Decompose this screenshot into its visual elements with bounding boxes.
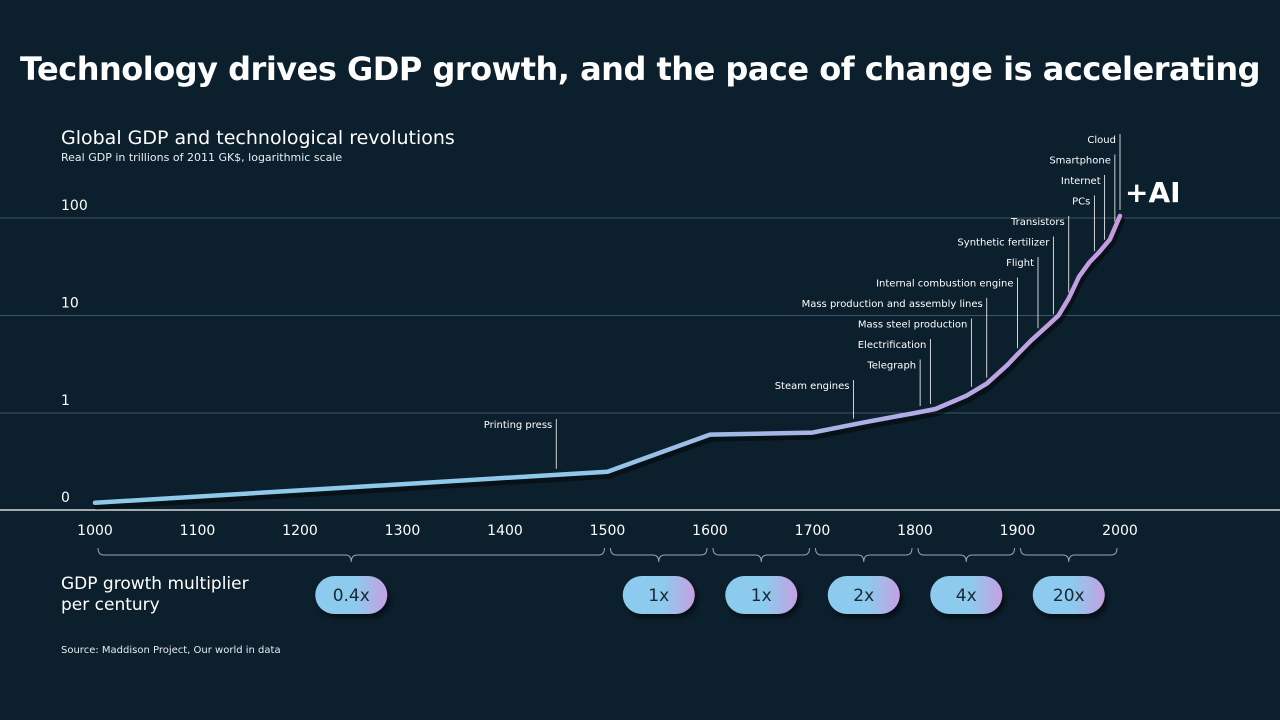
- source-note: Source: Maddison Project, Our world in d…: [61, 645, 281, 656]
- event-label: Internal combustion engine: [876, 279, 1013, 290]
- century-brace: [610, 547, 708, 563]
- event-label: Synthetic fertilizer: [957, 238, 1050, 249]
- pill-shape: [930, 576, 1003, 614]
- event-label: PCs: [1072, 197, 1090, 208]
- x-tick-label: 1200: [282, 523, 318, 539]
- y-tick-label: 100: [61, 198, 88, 214]
- x-tick-label: 1600: [692, 523, 728, 539]
- ai-annotation: +AI: [1125, 176, 1181, 209]
- event-label: Flight: [1006, 258, 1034, 269]
- pill-shape: [315, 576, 388, 614]
- x-tick-label: 1300: [385, 523, 421, 539]
- chart-title: Global GDP and technological revolutions: [61, 127, 455, 149]
- event-label: Mass production and assembly lines: [802, 299, 983, 310]
- y-tick-label: 1: [61, 393, 70, 409]
- x-tick-label: 1000: [77, 523, 113, 539]
- gdp-line-shadow: [94, 216, 1125, 510]
- event-label: Smartphone: [1049, 156, 1111, 167]
- y-tick-label: 10: [61, 296, 79, 312]
- event-label: Steam engines: [775, 381, 850, 392]
- event-label: Mass steel production: [858, 320, 967, 331]
- slide-title: Technology drives GDP growth, and the pa…: [19, 50, 1261, 88]
- y-tick-label: 0: [61, 490, 70, 506]
- event-label: Printing press: [484, 420, 552, 431]
- gdp-line: [92, 213, 1123, 506]
- pill-shape: [1032, 576, 1105, 614]
- multiplier-pill: 1x: [622, 576, 695, 614]
- multiplier-pill: 4x: [930, 576, 1003, 614]
- pill-shape: [725, 576, 798, 614]
- event-label: Internet: [1061, 176, 1101, 187]
- century-brace: [815, 547, 913, 563]
- multiplier-pill: 2x: [827, 576, 900, 614]
- event-label: Transistors: [1010, 217, 1065, 228]
- multiplier-pill: 0.4x: [315, 576, 388, 614]
- x-tick-label: 1800: [897, 523, 933, 539]
- x-tick-label: 1400: [487, 523, 523, 539]
- x-tick-label: 1700: [795, 523, 831, 539]
- century-brace: [1020, 547, 1118, 563]
- event-label: Cloud: [1087, 135, 1116, 146]
- x-tick-label: 1500: [590, 523, 626, 539]
- growth-multiplier-title: GDP growth multiplier per century: [61, 574, 249, 615]
- pill-label: 1x: [648, 586, 669, 606]
- pill-label: 0.4x: [333, 586, 370, 606]
- x-tick-label: 1900: [1000, 523, 1036, 539]
- century-brace: [97, 547, 605, 563]
- chart-subtitle: Real GDP in trillions of 2011 GK$, logar…: [61, 151, 343, 164]
- pill-label: 20x: [1053, 586, 1085, 606]
- pill-shape: [827, 576, 900, 614]
- pill-shape: [622, 576, 695, 614]
- century-brace: [712, 547, 810, 563]
- pill-label: 2x: [853, 586, 874, 606]
- x-tick-label: 1100: [180, 523, 216, 539]
- multiplier-pill: 1x: [725, 576, 798, 614]
- pill-label: 4x: [956, 586, 977, 606]
- event-label: Telegraph: [866, 361, 916, 372]
- event-label: Electrification: [858, 340, 927, 351]
- century-brace: [917, 547, 1015, 563]
- pill-label: 1x: [751, 586, 772, 606]
- x-tick-label: 2000: [1102, 523, 1138, 539]
- multiplier-pill: 20x: [1032, 576, 1105, 614]
